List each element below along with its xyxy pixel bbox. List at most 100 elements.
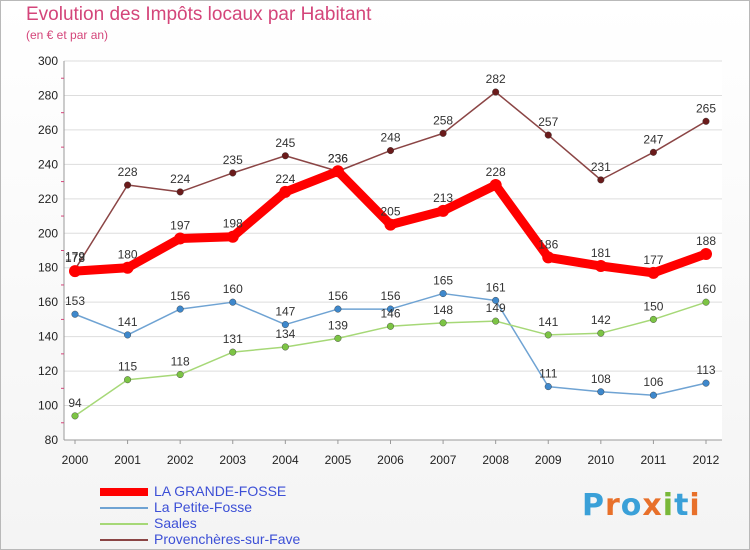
legend-label-la-grande-fosse: LA GRANDE-FOSSE: [154, 483, 287, 499]
data-label-la-grande-fosse: 197: [170, 218, 190, 232]
y-tick-label: 220: [38, 192, 58, 206]
logo-letter: i: [662, 488, 675, 523]
chart-title: Evolution des Impôts locaux par Habitant: [26, 4, 372, 25]
data-label-la-petite-fosse: 111: [539, 367, 558, 381]
data-label-la-petite-fosse: 156: [328, 289, 348, 303]
data-point-saales: [439, 319, 447, 327]
data-point-la-petite-fosse: [229, 298, 237, 306]
data-label-saales: 148: [433, 303, 453, 317]
data-point-la-grande-fosse: [594, 260, 607, 273]
data-point-saales: [702, 298, 710, 306]
data-label-la-grande-fosse: 188: [696, 234, 716, 248]
data-label-la-grande-fosse: 198: [223, 217, 243, 231]
data-label-la-petite-fosse: 113: [696, 363, 715, 377]
x-tick-label: 2012: [693, 453, 720, 467]
data-point-la-grande-fosse: [331, 165, 344, 178]
data-label-la-petite-fosse: 160: [223, 282, 243, 296]
legend-label-provencheres-sur-fave: Provenchères-sur-Fave: [154, 531, 301, 547]
data-label-la-petite-fosse: 108: [591, 372, 611, 386]
y-tick-label: 240: [38, 157, 58, 171]
x-tick-label: 2001: [114, 453, 141, 467]
y-tick-label: 180: [38, 261, 58, 275]
data-label-provencheres-sur-fave: 224: [170, 172, 190, 186]
legend-swatch-saales: [100, 523, 148, 525]
data-label-saales: 94: [68, 396, 82, 410]
data-point-saales: [649, 315, 657, 323]
data-label-saales: 142: [591, 313, 611, 327]
y-tick-label: 100: [38, 399, 58, 413]
proxiti-logo: Proxiti: [582, 488, 701, 523]
data-label-la-petite-fosse: 165: [433, 274, 453, 288]
data-label-la-petite-fosse: 153: [65, 294, 85, 308]
data-label-provencheres-sur-fave: 179: [65, 249, 85, 263]
y-tick-label: 120: [38, 364, 58, 378]
data-point-saales: [334, 334, 342, 342]
logo-letter: i: [689, 488, 701, 523]
data-label-provencheres-sur-fave: 248: [380, 131, 400, 145]
data-point-la-petite-fosse: [334, 305, 342, 313]
logo-letter: P: [582, 488, 605, 523]
data-point-provencheres-sur-fave: [281, 152, 289, 160]
data-point-saales: [229, 348, 237, 356]
data-point-saales: [387, 322, 395, 330]
y-tick-label: 140: [38, 330, 58, 344]
x-tick-label: 2005: [325, 453, 352, 467]
data-label-la-grande-fosse: 178: [65, 251, 85, 265]
data-label-provencheres-sur-fave: 265: [696, 101, 716, 115]
data-label-provencheres-sur-fave: 235: [223, 153, 243, 167]
data-point-provencheres-sur-fave: [649, 148, 657, 156]
data-point-la-petite-fosse: [387, 305, 395, 313]
y-tick-label: 160: [38, 295, 58, 309]
data-label-provencheres-sur-fave: 231: [591, 160, 611, 174]
x-tick-label: 2007: [430, 453, 457, 467]
data-point-la-grande-fosse: [279, 185, 292, 198]
data-point-provencheres-sur-fave: [597, 176, 605, 184]
data-point-la-petite-fosse: [439, 290, 447, 298]
data-point-saales: [176, 371, 184, 379]
data-point-provencheres-sur-fave: [124, 181, 132, 189]
data-label-la-petite-fosse: 106: [643, 375, 663, 389]
logo-letter: t: [674, 488, 690, 523]
y-tick-label: 300: [38, 54, 58, 68]
data-point-la-grande-fosse: [69, 265, 81, 278]
y-tick-label: 260: [38, 123, 58, 137]
data-point-la-grande-fosse: [121, 261, 134, 274]
y-tick-label: 280: [38, 88, 58, 102]
data-label-saales: 139: [328, 318, 348, 332]
data-label-saales: 150: [643, 299, 663, 313]
data-label-saales: 160: [696, 282, 716, 296]
grid-lines: [64, 60, 722, 407]
data-point-la-grande-fosse: [226, 230, 239, 243]
y-tick-label: 80: [45, 433, 59, 447]
data-label-saales: 141: [538, 315, 558, 329]
data-label-la-grande-fosse: 213: [433, 191, 453, 205]
legend-swatch-la-grande-fosse: [100, 488, 148, 496]
data-label-la-petite-fosse: 156: [170, 289, 190, 303]
data-point-la-grande-fosse: [700, 247, 712, 260]
x-tick-label: 2004: [272, 453, 299, 467]
data-point-la-petite-fosse: [597, 388, 605, 396]
data-point-provencheres-sur-fave: [702, 117, 710, 125]
data-point-la-grande-fosse: [384, 218, 397, 231]
x-tick-label: 2003: [219, 453, 246, 467]
data-label-saales: 134: [275, 327, 295, 341]
data-label-saales: 146: [380, 306, 400, 320]
data-point-saales: [124, 376, 132, 384]
logo-letter: x: [642, 488, 663, 523]
data-label-provencheres-sur-fave: 236: [328, 151, 348, 165]
data-label-la-grande-fosse: 205: [380, 205, 400, 219]
logo-letter: r: [605, 488, 621, 523]
data-label-provencheres-sur-fave: 257: [538, 115, 558, 129]
data-point-la-petite-fosse: [71, 310, 79, 318]
data-point-la-grande-fosse: [174, 232, 187, 245]
data-label-la-grande-fosse: 177: [643, 253, 663, 267]
legend-swatch-la-petite-fosse: [100, 507, 148, 509]
data-point-provencheres-sur-fave: [229, 169, 237, 177]
y-axis-ticks: 80 100 120 140 160 180 200 220 240 260 280 300: [38, 54, 64, 447]
data-label-provencheres-sur-fave: 258: [433, 113, 453, 127]
x-tick-label: 2011: [641, 453, 667, 467]
data-point-la-petite-fosse: [702, 379, 710, 387]
logo-letter: o: [620, 488, 643, 523]
data-point-la-petite-fosse: [176, 305, 184, 313]
